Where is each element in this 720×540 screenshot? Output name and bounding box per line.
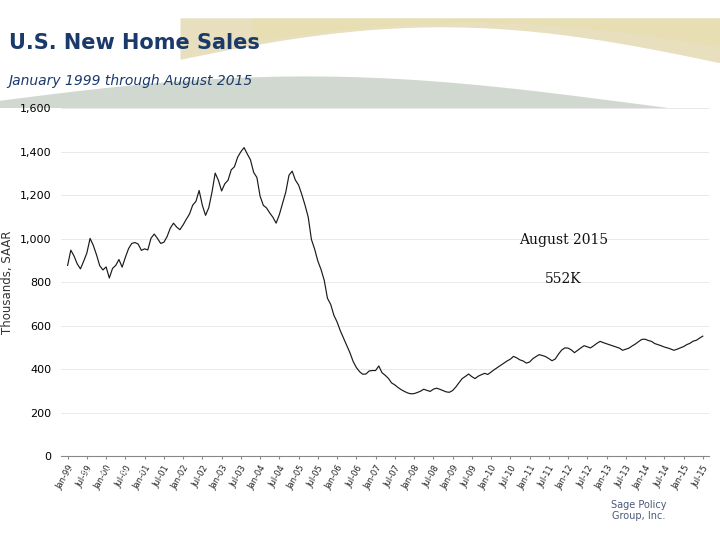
Text: Source: U.S. Census Bureau: Source: U.S. Census Bureau (6, 468, 142, 477)
Y-axis label: Thousands, SAAR: Thousands, SAAR (1, 231, 14, 334)
Text: 552K: 552K (545, 272, 582, 286)
Text: Sage Policy
Group, Inc.: Sage Policy Group, Inc. (611, 500, 666, 522)
Text: August 2015: August 2015 (519, 233, 608, 247)
Text: U.S. New Home Sales: U.S. New Home Sales (9, 33, 259, 53)
Text: January 1999 through August 2015: January 1999 through August 2015 (9, 74, 253, 88)
